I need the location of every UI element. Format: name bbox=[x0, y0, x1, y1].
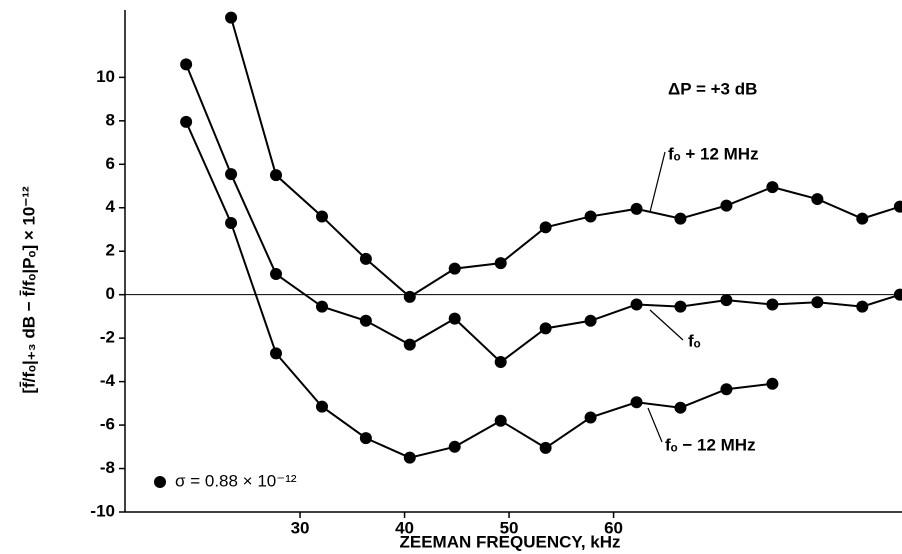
data-point bbox=[494, 356, 507, 369]
y-tick-label: 4 bbox=[106, 197, 116, 216]
data-point bbox=[270, 169, 283, 182]
sigma-bullet bbox=[154, 476, 166, 488]
y-tick-label: -6 bbox=[100, 415, 115, 434]
data-point bbox=[494, 414, 507, 427]
y-tick-label: 0 bbox=[106, 284, 115, 303]
data-point bbox=[766, 181, 779, 194]
data-point bbox=[315, 400, 328, 413]
data-point bbox=[584, 314, 597, 327]
series-label: fₒ bbox=[688, 331, 701, 350]
data-point bbox=[811, 296, 824, 309]
data-point bbox=[225, 168, 238, 181]
data-point bbox=[539, 441, 552, 454]
data-point bbox=[225, 216, 238, 229]
leader-line bbox=[647, 407, 663, 443]
data-point bbox=[720, 199, 733, 212]
leader-line bbox=[649, 151, 666, 213]
leader-line bbox=[649, 309, 684, 341]
y-tick-label: -4 bbox=[100, 371, 116, 390]
annotation: σ = 0.88 × 10⁻¹² bbox=[175, 471, 297, 490]
data-point bbox=[270, 268, 283, 281]
y-tick-label: -10 bbox=[90, 501, 115, 520]
series-line bbox=[185, 63, 901, 364]
x-tick-label: 50 bbox=[500, 518, 519, 537]
data-point bbox=[584, 411, 597, 424]
data-point bbox=[539, 322, 552, 335]
data-point bbox=[584, 210, 597, 223]
series-line bbox=[185, 121, 773, 459]
data-point bbox=[359, 314, 372, 327]
y-tick-label: 8 bbox=[106, 110, 115, 129]
data-point bbox=[630, 202, 643, 215]
data-point bbox=[225, 11, 238, 24]
y-tick-label: 2 bbox=[106, 241, 115, 260]
data-point bbox=[448, 262, 461, 275]
series-label: fₒ − 12 MHz bbox=[665, 435, 756, 454]
data-point bbox=[674, 401, 687, 414]
data-point bbox=[359, 432, 372, 445]
y-axis-label: [f̄/fₒ|₊₃ dB − f̄/fₒ|Pₒ] × 10⁻¹² bbox=[19, 186, 38, 394]
data-point bbox=[180, 58, 193, 71]
series-line bbox=[230, 17, 901, 299]
data-point bbox=[766, 298, 779, 311]
data-point bbox=[403, 290, 416, 303]
data-point bbox=[448, 312, 461, 325]
data-point bbox=[539, 221, 552, 234]
x-tick-label: 30 bbox=[291, 518, 310, 537]
x-tick-label: 40 bbox=[395, 518, 414, 537]
data-point bbox=[315, 210, 328, 223]
data-point bbox=[893, 288, 902, 301]
data-point bbox=[270, 347, 283, 360]
data-point bbox=[893, 200, 902, 213]
data-point bbox=[766, 377, 779, 390]
data-point bbox=[359, 252, 372, 265]
data-point bbox=[403, 338, 416, 351]
x-tick-label: 60 bbox=[604, 518, 623, 537]
data-point bbox=[448, 440, 461, 453]
y-tick-label: 6 bbox=[106, 154, 115, 173]
data-point bbox=[811, 193, 824, 206]
data-point bbox=[674, 212, 687, 225]
data-point bbox=[856, 212, 869, 225]
data-point bbox=[403, 451, 416, 464]
data-point bbox=[180, 115, 193, 128]
data-point bbox=[630, 396, 643, 409]
y-tick-label: 10 bbox=[96, 67, 115, 86]
series-label: fₒ + 12 MHz bbox=[668, 144, 759, 163]
x-axis-label: ZEEMAN FREQUENCY, kHz bbox=[399, 532, 620, 551]
data-point bbox=[674, 300, 687, 313]
data-point bbox=[856, 300, 869, 313]
y-tick-label: -8 bbox=[100, 458, 115, 477]
data-point bbox=[630, 298, 643, 311]
y-tick-label: -2 bbox=[100, 328, 115, 347]
data-point bbox=[315, 300, 328, 313]
data-point bbox=[720, 383, 733, 396]
data-point bbox=[494, 257, 507, 270]
annotation: ΔP = +3 dB bbox=[668, 79, 757, 98]
data-point bbox=[720, 294, 733, 307]
